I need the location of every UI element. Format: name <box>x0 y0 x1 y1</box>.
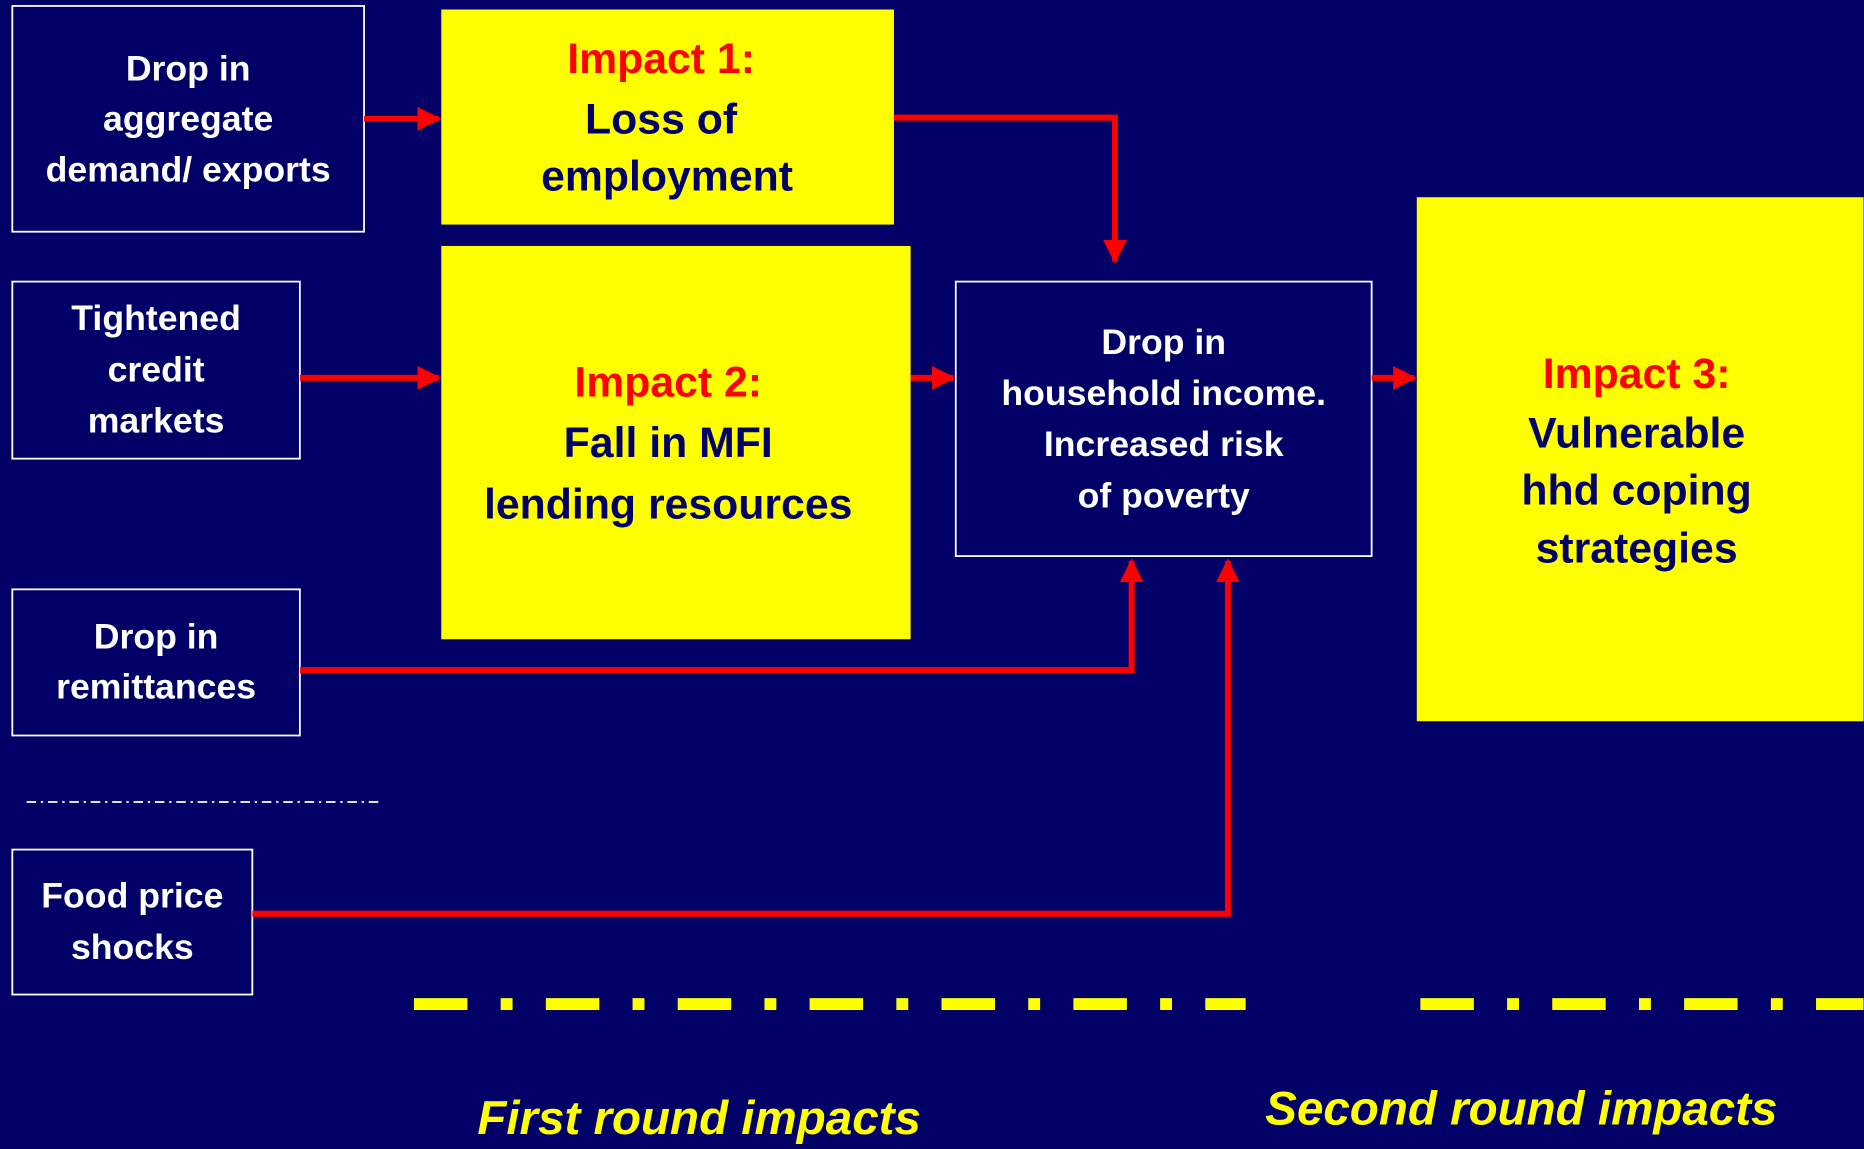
shock-box: Food price shocks <box>11 848 254 996</box>
impact-box: Impact 3: Vulnerable hhd coping strategi… <box>1416 197 1864 722</box>
shock-box: Drop in remittances <box>11 588 301 737</box>
label: Increased risk <box>1044 424 1284 464</box>
label: Drop in <box>94 617 219 657</box>
label: hhd coping <box>1521 466 1751 514</box>
arrow <box>299 558 1144 674</box>
label: Food price <box>41 876 223 916</box>
label: shocks <box>71 927 194 967</box>
label: Drop in <box>1101 322 1226 362</box>
box <box>11 848 254 996</box>
box <box>11 280 301 460</box>
box <box>441 9 894 225</box>
heading: Impact 1: <box>567 35 755 83</box>
label: credit <box>108 349 205 389</box>
heading: Impact 2: <box>574 358 762 406</box>
label: strategies <box>1536 525 1738 573</box>
round-label: First round impacts <box>477 1092 921 1145</box>
label: household income. <box>1001 373 1326 413</box>
box <box>954 280 1373 557</box>
label: Loss of <box>585 96 738 144</box>
label: markets <box>88 400 225 440</box>
shock-box: Drop in aggregate demand/ exports <box>11 5 365 233</box>
box <box>441 245 911 640</box>
round-label: Second round impacts <box>1265 1083 1777 1136</box>
shock-box: Tightened credit markets <box>11 280 301 460</box>
label: of poverty <box>1078 475 1250 515</box>
label: Tightened <box>71 298 241 338</box>
impact-box: Impact 1: Loss of employment <box>441 9 894 225</box>
arrow <box>893 114 1127 264</box>
label: Vulnerable <box>1528 409 1745 457</box>
outcome-box: Drop in household income. Increased risk… <box>954 280 1373 557</box>
box <box>1416 197 1864 722</box>
label: demand/ exports <box>46 150 331 190</box>
label: lending resources <box>484 481 852 529</box>
heading: Impact 3: <box>1543 350 1731 398</box>
label: Fall in MFI <box>564 419 773 467</box>
box <box>11 588 301 737</box>
arrow <box>252 558 1240 917</box>
label: employment <box>541 153 793 201</box>
label: aggregate <box>103 99 273 139</box>
label: remittances <box>56 667 256 707</box>
impact-box: Impact 2: Fall in MFI lending resources <box>441 245 911 640</box>
label: Drop in <box>126 49 251 89</box>
